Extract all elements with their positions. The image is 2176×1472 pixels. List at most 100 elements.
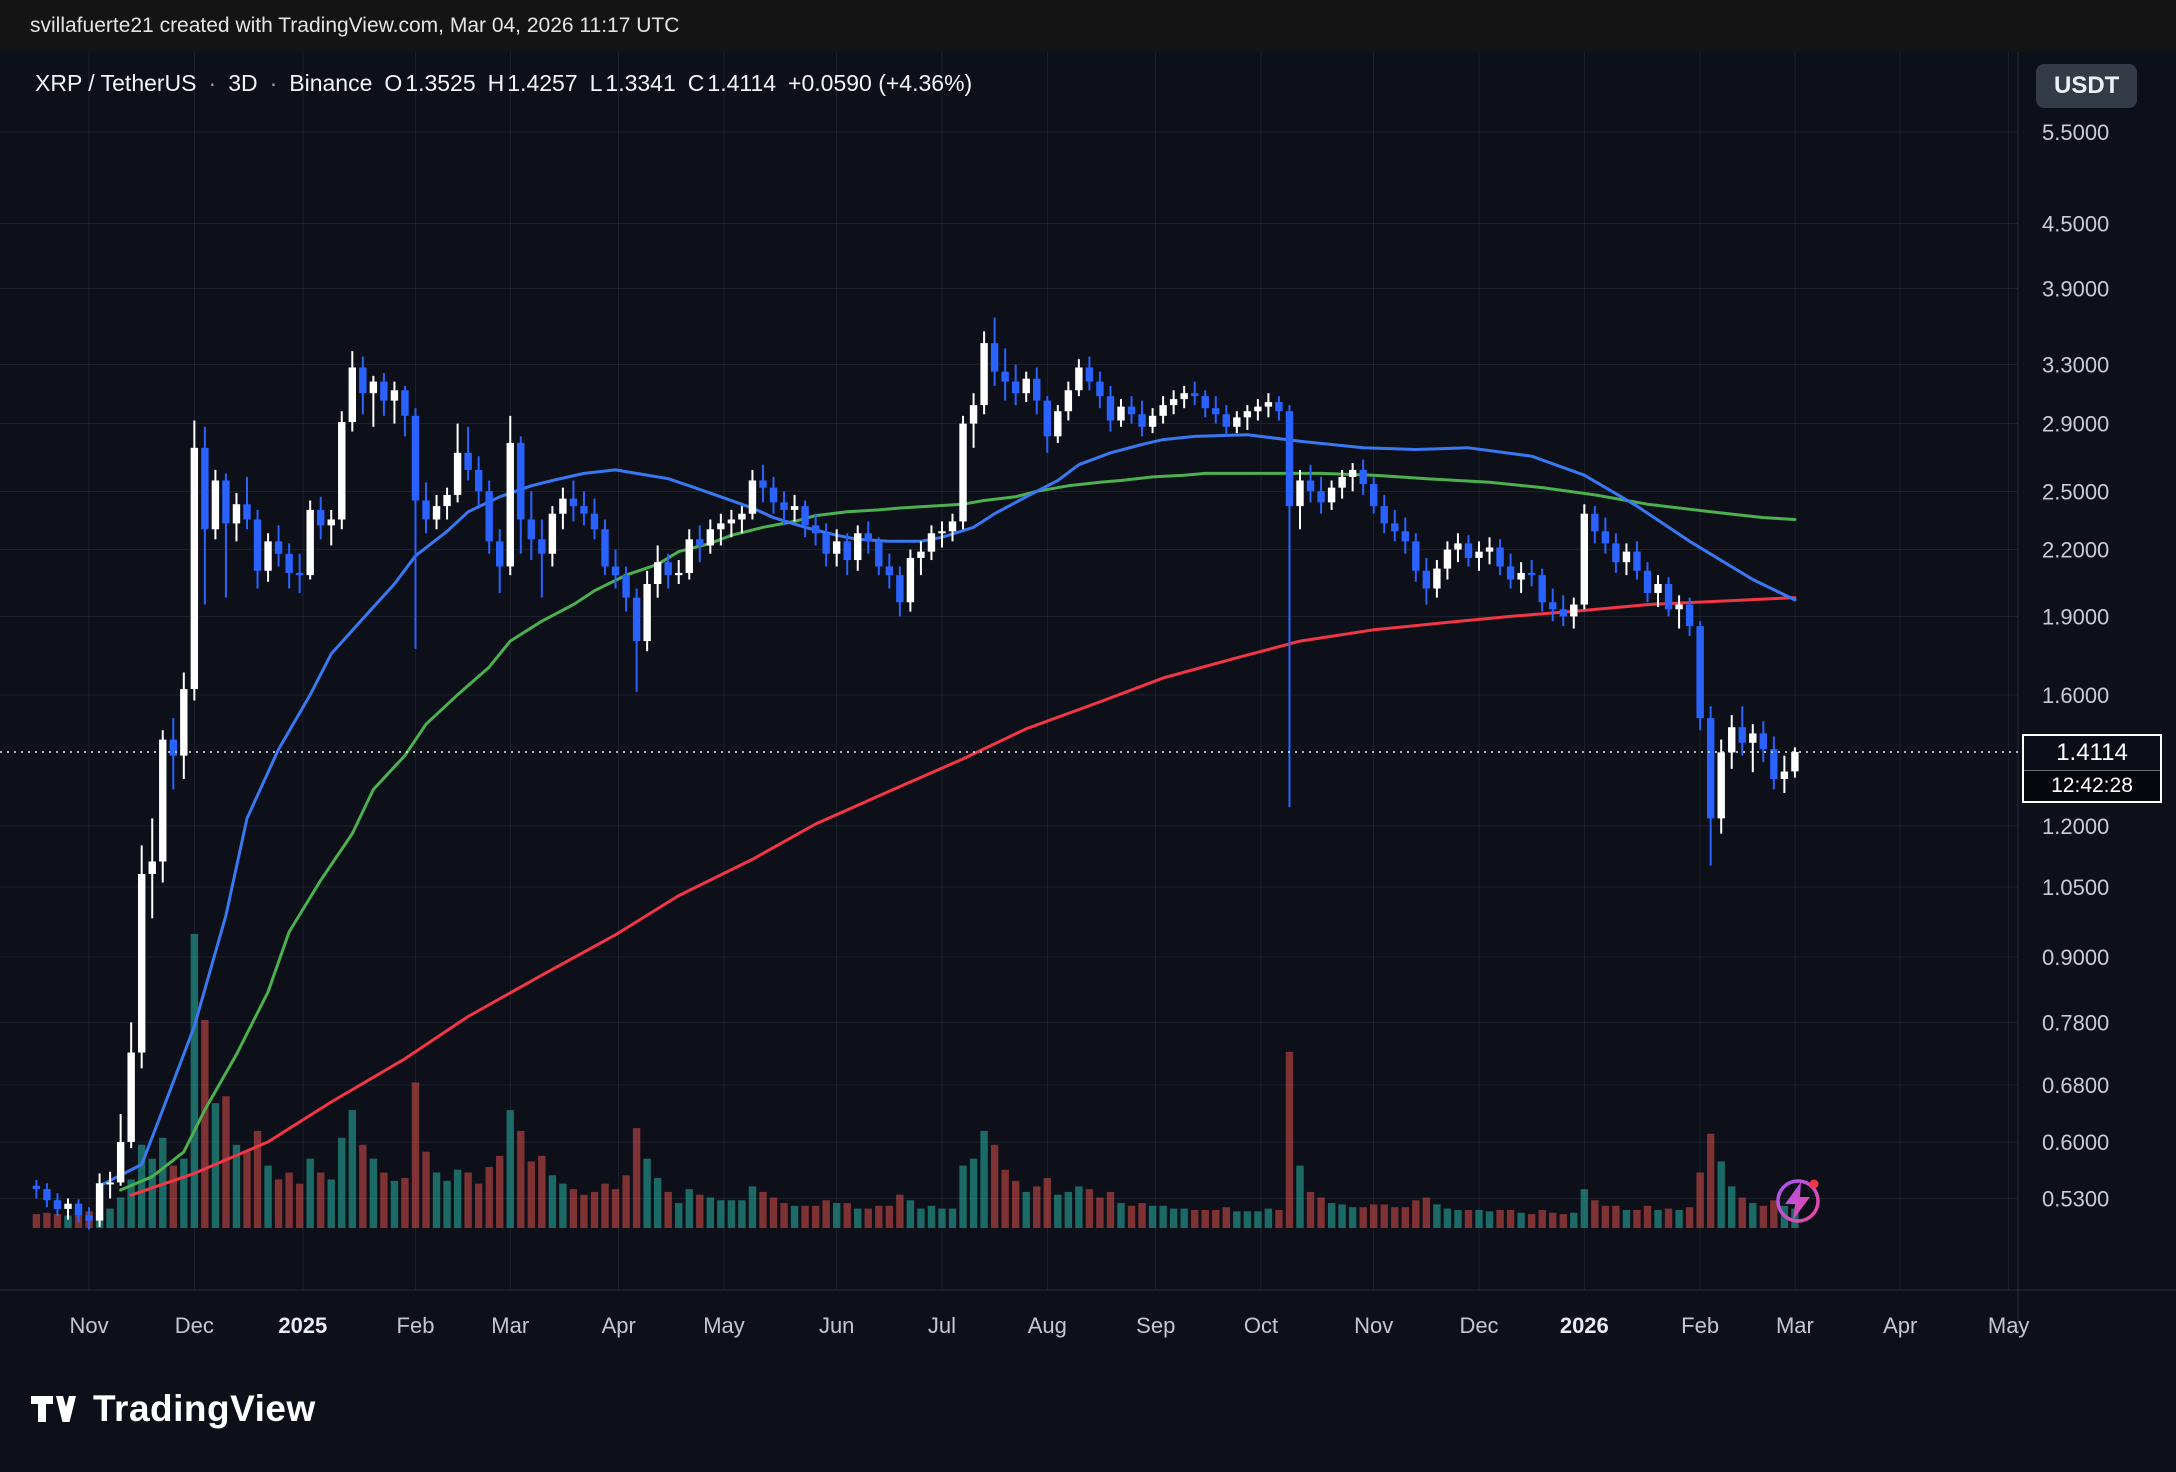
volume-bar (64, 1215, 72, 1228)
candle (717, 523, 725, 530)
candle (1043, 400, 1051, 437)
candle (706, 529, 715, 546)
volume-bar (1233, 1211, 1241, 1228)
volume-bar (969, 1158, 978, 1228)
symbol-name[interactable]: XRP / TetherUS (35, 70, 197, 96)
volume-bar (906, 1200, 915, 1228)
time-tick-label: Jun (819, 1313, 854, 1338)
volume-bar (1306, 1191, 1315, 1228)
volume-bar (1770, 1200, 1778, 1228)
candle (85, 1215, 93, 1221)
candle (1370, 484, 1378, 507)
candle (1601, 531, 1610, 544)
volume-bar (748, 1186, 757, 1228)
volume-bar (1085, 1189, 1094, 1228)
candle (1696, 626, 1704, 719)
volume-bar (959, 1165, 967, 1228)
candle (222, 480, 230, 524)
volume-bar (1759, 1205, 1768, 1228)
volume-bar (243, 1151, 251, 1228)
volume-bar (990, 1144, 999, 1228)
volume-bar (1043, 1178, 1051, 1228)
volume-bar (875, 1205, 883, 1228)
candle (1791, 751, 1799, 772)
candle (696, 539, 704, 546)
candle (1612, 543, 1620, 563)
change-readout: +0.0590 (+4.36%) (788, 70, 973, 96)
candle (485, 491, 493, 542)
candle (138, 873, 146, 1053)
time-tick-label: May (1988, 1313, 2030, 1338)
volume-bar (643, 1158, 651, 1228)
price-tick-label: 1.2000 (2042, 814, 2109, 839)
volume-bar (232, 1144, 241, 1228)
volume-bar (43, 1212, 51, 1228)
volume-bar (1580, 1189, 1589, 1228)
volume-bar (1022, 1191, 1030, 1228)
candle (1759, 733, 1768, 750)
candle (1496, 547, 1504, 567)
candle (1075, 367, 1083, 391)
volume-bar (1475, 1209, 1483, 1228)
candle (243, 504, 251, 520)
volume-bar (675, 1203, 683, 1228)
candle (1359, 469, 1367, 485)
volume-bar (138, 1144, 146, 1228)
candle (1433, 568, 1441, 589)
volume-bar (1033, 1186, 1041, 1228)
candle (622, 575, 630, 598)
volume-bar (538, 1155, 546, 1228)
candle (1685, 604, 1694, 627)
volume-bar (264, 1165, 272, 1228)
volume-bar (1075, 1186, 1083, 1228)
volume-bar (327, 1179, 335, 1228)
legend-separator: · (208, 70, 217, 96)
exchange-label: Binance (289, 70, 373, 96)
candle (1169, 399, 1178, 406)
tradingview-logo-icon[interactable] (30, 1394, 77, 1424)
time-tick-label: Sep (1136, 1313, 1175, 1338)
candle (1412, 541, 1420, 571)
volume-bar (1275, 1209, 1283, 1228)
candle (759, 480, 767, 488)
volume-bar (580, 1194, 588, 1228)
volume-bar (611, 1189, 620, 1228)
time-tick-label: Mar (491, 1313, 529, 1338)
volume-bar (369, 1158, 378, 1228)
open-readout: O 1.3525 (384, 70, 476, 96)
candle (127, 1052, 135, 1142)
candle (1022, 378, 1030, 394)
price-axis-labels: 5.5000 4.5000 3.9000 3.3000 2.9000 2.5000 2.20… (2042, 120, 2109, 1212)
candle (1180, 393, 1188, 400)
candle (474, 469, 483, 492)
flash-boost-button[interactable] (1768, 1171, 1828, 1231)
candle (1117, 406, 1125, 421)
candle (1001, 371, 1009, 382)
candle (1780, 771, 1789, 780)
candle (1127, 406, 1136, 415)
candle (74, 1203, 83, 1216)
volume-bar (1454, 1209, 1462, 1228)
volume-bar (1591, 1200, 1599, 1228)
candle (1264, 402, 1273, 407)
time-axis-labels: Nov Dec 2025 Feb Mar Apr May Jun Jul Aug Sep Oct Nov… (69, 1313, 2029, 1338)
candle (927, 533, 936, 552)
time-tick-label: Dec (175, 1313, 214, 1338)
volume-bar (706, 1197, 715, 1228)
volume-bar (590, 1191, 599, 1228)
candle (790, 506, 799, 510)
volume-bar (464, 1172, 472, 1228)
volume-bar (559, 1183, 567, 1228)
volume-bars (32, 933, 1799, 1228)
tradingview-wordmark[interactable]: TradingView (93, 1388, 316, 1429)
candle (1506, 566, 1515, 580)
currency-badge[interactable]: USDT (2036, 64, 2138, 108)
candle (1570, 604, 1578, 617)
volume-bar (317, 1172, 325, 1228)
volume-bar (1148, 1205, 1157, 1228)
candle (201, 447, 209, 530)
candle (1643, 570, 1652, 594)
volume-bar (1212, 1209, 1220, 1228)
interval-label[interactable]: 3D (228, 70, 258, 96)
